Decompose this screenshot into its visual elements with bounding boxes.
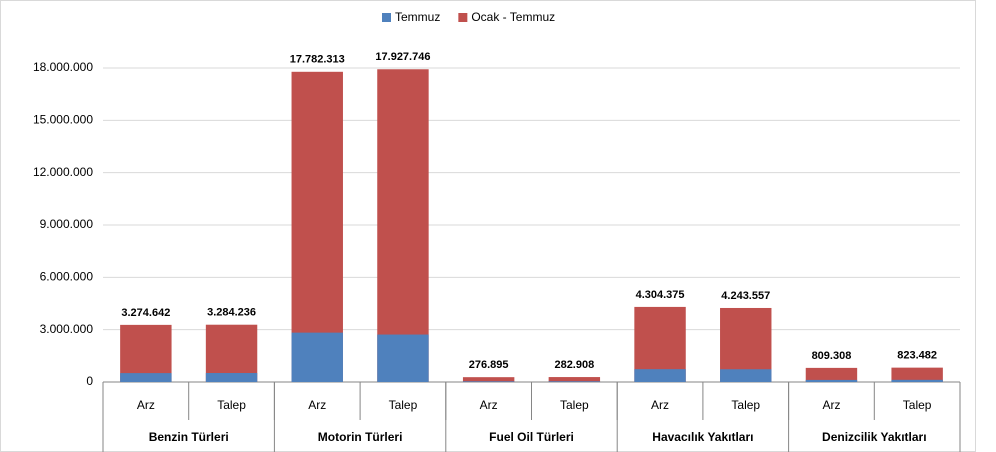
legend-label: Temmuz	[395, 10, 440, 24]
bar	[462, 377, 515, 382]
y-tick-label: 9.000.000	[40, 217, 94, 231]
bar	[377, 334, 429, 382]
legend-swatch	[458, 13, 468, 22]
x-tick-label: Talep	[731, 398, 760, 412]
group-label: Benzin Türleri	[149, 430, 229, 444]
bar	[120, 324, 172, 382]
data-label: 809.308	[812, 350, 852, 362]
bar	[377, 69, 429, 382]
x-tick-label: Talep	[560, 398, 589, 412]
bar	[634, 369, 686, 382]
data-label: 276.895	[469, 359, 509, 371]
x-tick-label: Arz	[651, 398, 669, 412]
data-label: 823.482	[897, 350, 937, 362]
bar	[548, 381, 601, 382]
y-tick-label: 6.000.000	[40, 270, 94, 284]
y-tick-label: 18.000.000	[33, 60, 93, 74]
legend-label: Ocak - Temmuz	[471, 10, 555, 24]
group-label: Denizcilik Yakıtları	[822, 430, 927, 444]
bar	[462, 381, 515, 382]
bar	[891, 367, 943, 382]
x-tick-label: Arz	[137, 398, 155, 412]
bar	[120, 373, 172, 382]
x-tick-label: Arz	[308, 398, 326, 412]
y-tick-label: 3.000.000	[40, 322, 94, 336]
group-label: Havacılık Yakıtları	[652, 430, 753, 444]
legend-swatch	[382, 13, 391, 22]
x-tick-label: Talep	[903, 398, 932, 412]
x-tick-label: Arz	[822, 398, 840, 412]
bar	[720, 369, 772, 382]
bar	[891, 379, 943, 382]
data-label: 282.908	[554, 359, 594, 371]
x-tick-label: Arz	[480, 398, 498, 412]
y-tick-label: 0	[86, 374, 93, 388]
data-label: 17.927.746	[375, 51, 430, 63]
x-tick-label: Talep	[217, 398, 246, 412]
y-tick-label: 15.000.000	[33, 113, 93, 127]
data-label: 17.782.313	[290, 54, 345, 66]
data-label: 3.284.236	[207, 307, 256, 319]
bar	[205, 324, 258, 382]
group-label: Fuel Oil Türleri	[489, 430, 574, 444]
bar	[291, 332, 343, 382]
data-label: 3.274.642	[121, 307, 170, 319]
bar	[805, 379, 858, 382]
data-label: 4.243.557	[721, 290, 770, 302]
bar	[205, 373, 258, 382]
y-tick-label: 12.000.000	[33, 165, 93, 179]
group-label: Motorin Türleri	[318, 430, 403, 444]
bar	[291, 71, 343, 383]
bar	[548, 377, 601, 382]
data-label: 4.304.375	[636, 289, 685, 301]
x-tick-label: Talep	[389, 398, 418, 412]
bar	[805, 367, 858, 382]
